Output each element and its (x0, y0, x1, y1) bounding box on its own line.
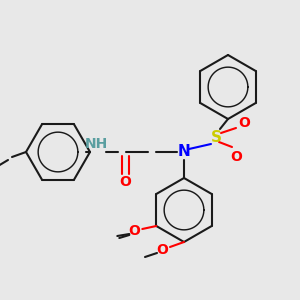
Text: methoxy: methoxy (91, 235, 128, 244)
Text: methoxy: methoxy (118, 256, 155, 265)
Text: O: O (230, 150, 242, 164)
Text: N: N (178, 145, 190, 160)
Text: NH: NH (84, 137, 108, 151)
Text: O: O (119, 175, 131, 189)
Text: O: O (238, 116, 250, 130)
Text: methoxy: methoxy (97, 246, 128, 252)
Text: O: O (156, 243, 168, 257)
Text: S: S (211, 130, 221, 145)
Text: O: O (128, 224, 140, 238)
